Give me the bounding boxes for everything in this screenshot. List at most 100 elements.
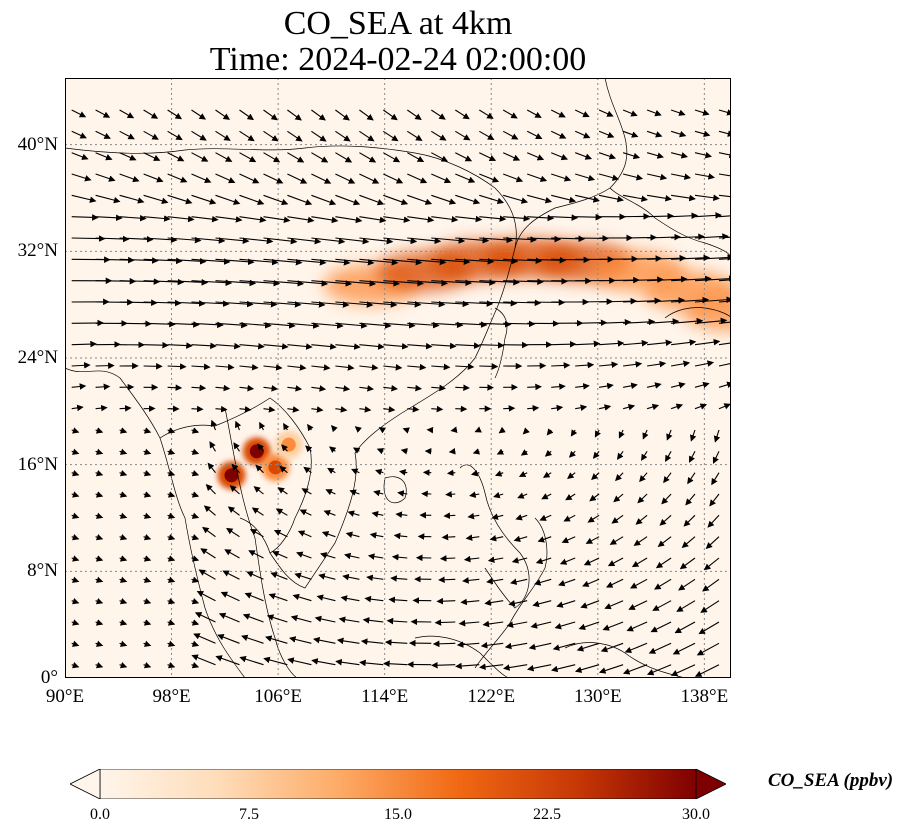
wind-arrow — [551, 664, 576, 673]
wind-arrow — [191, 342, 217, 350]
wind-arrow — [143, 576, 152, 583]
wind-arrow — [400, 448, 408, 455]
wind-arrow — [623, 318, 656, 326]
wind-arrow — [270, 572, 288, 580]
wind-arrow — [251, 507, 264, 516]
wind-arrow — [301, 488, 312, 495]
wind-arrow — [633, 536, 648, 546]
wind-arrow — [696, 642, 720, 656]
wind-arrow — [207, 462, 216, 474]
wind-arrow — [528, 642, 552, 651]
wind-arrow — [279, 465, 288, 474]
wind-arrow — [455, 152, 473, 162]
wind-arrow — [474, 426, 482, 433]
wind-arrow — [431, 194, 457, 205]
wind-arrow — [431, 130, 447, 141]
wind-arrow — [323, 510, 336, 517]
wind-arrow — [622, 173, 644, 181]
wind-arrow — [359, 301, 398, 308]
wind-arrow — [671, 317, 704, 325]
wind-arrow — [220, 591, 240, 602]
wind-arrow — [479, 663, 504, 671]
wind-arrow — [445, 490, 456, 498]
wind-arrow — [455, 173, 476, 183]
wind-arrow — [448, 448, 456, 455]
wind-arrow — [431, 216, 459, 223]
wind-arrow — [191, 534, 200, 541]
wind-arrow — [143, 320, 176, 328]
wind-arrow — [622, 404, 636, 411]
wind-arrow — [344, 552, 360, 560]
colorbar-tick-label: 30.0 — [682, 806, 710, 823]
wind-arrow — [580, 600, 600, 609]
wind-arrow — [407, 216, 435, 223]
wind-arrow — [460, 598, 480, 606]
wind-arrow — [489, 535, 504, 542]
wind-arrow — [191, 237, 226, 244]
wind-arrow — [456, 641, 480, 648]
colorbar-tick-label: 22.5 — [533, 806, 561, 823]
wind-arrow — [371, 510, 384, 518]
wind-arrow — [647, 360, 667, 368]
wind-arrow — [467, 512, 480, 520]
wind-arrow — [407, 194, 433, 205]
wind-arrow — [383, 173, 404, 184]
wind-arrow — [292, 593, 312, 602]
wind-arrow — [362, 617, 384, 624]
wind-arrow — [167, 130, 183, 141]
wind-arrow — [71, 383, 87, 390]
wind-arrow — [366, 574, 384, 582]
wind-arrow — [598, 152, 617, 160]
wind-arrow — [359, 237, 394, 245]
wind-arrow — [360, 638, 384, 645]
wind-arrow — [283, 422, 290, 431]
wind-arrow — [359, 258, 399, 266]
wind-arrow — [623, 361, 643, 368]
colorbar — [70, 769, 726, 799]
lon-tick-label: 122°E — [467, 686, 516, 707]
wind-arrow — [287, 173, 308, 184]
wind-arrow — [539, 514, 552, 521]
wind-arrow — [143, 257, 183, 265]
wind-arrow — [167, 300, 206, 307]
wind-arrow — [191, 491, 200, 498]
wind-arrow — [647, 212, 675, 220]
wind-arrow — [578, 621, 600, 631]
wind-arrow — [575, 340, 601, 348]
wind-arrow — [439, 555, 456, 562]
wind-arrow — [575, 383, 590, 390]
wind-arrow — [71, 640, 80, 647]
wind-arrow — [359, 194, 385, 206]
wind-arrow — [255, 464, 264, 474]
wind-arrow — [143, 130, 159, 140]
wind-arrow — [321, 531, 336, 538]
wind-arrow — [482, 620, 504, 628]
wind-arrow — [167, 576, 176, 583]
wind-arrow — [407, 363, 427, 371]
wind-arrow — [624, 642, 648, 653]
wind-arrow — [606, 578, 624, 588]
wind-arrow — [215, 258, 255, 266]
wind-arrow — [167, 236, 202, 244]
wind-arrow — [546, 428, 554, 436]
wind-arrow — [479, 278, 520, 286]
wind-arrow — [242, 613, 264, 623]
wind-arrow — [678, 578, 696, 591]
colorbar-tick-label: 7.5 — [239, 806, 259, 823]
wind-arrow — [263, 280, 305, 287]
wind-arrow — [383, 152, 401, 163]
wind-arrow — [95, 576, 104, 583]
wind-arrow — [628, 600, 648, 610]
wind-arrow — [71, 662, 80, 669]
wind-arrow — [143, 534, 152, 541]
chart-title-line1: CO_SEA at 4km — [283, 5, 513, 42]
wind-arrow — [119, 405, 132, 412]
wind-arrow — [167, 342, 193, 349]
wind-arrow — [296, 551, 312, 559]
wind-arrow — [599, 361, 619, 369]
wind-arrow — [369, 532, 384, 539]
wind-arrow — [486, 577, 504, 585]
wind-arrow — [316, 594, 336, 602]
wind-arrow — [513, 535, 528, 543]
wind-arrow — [430, 109, 446, 120]
